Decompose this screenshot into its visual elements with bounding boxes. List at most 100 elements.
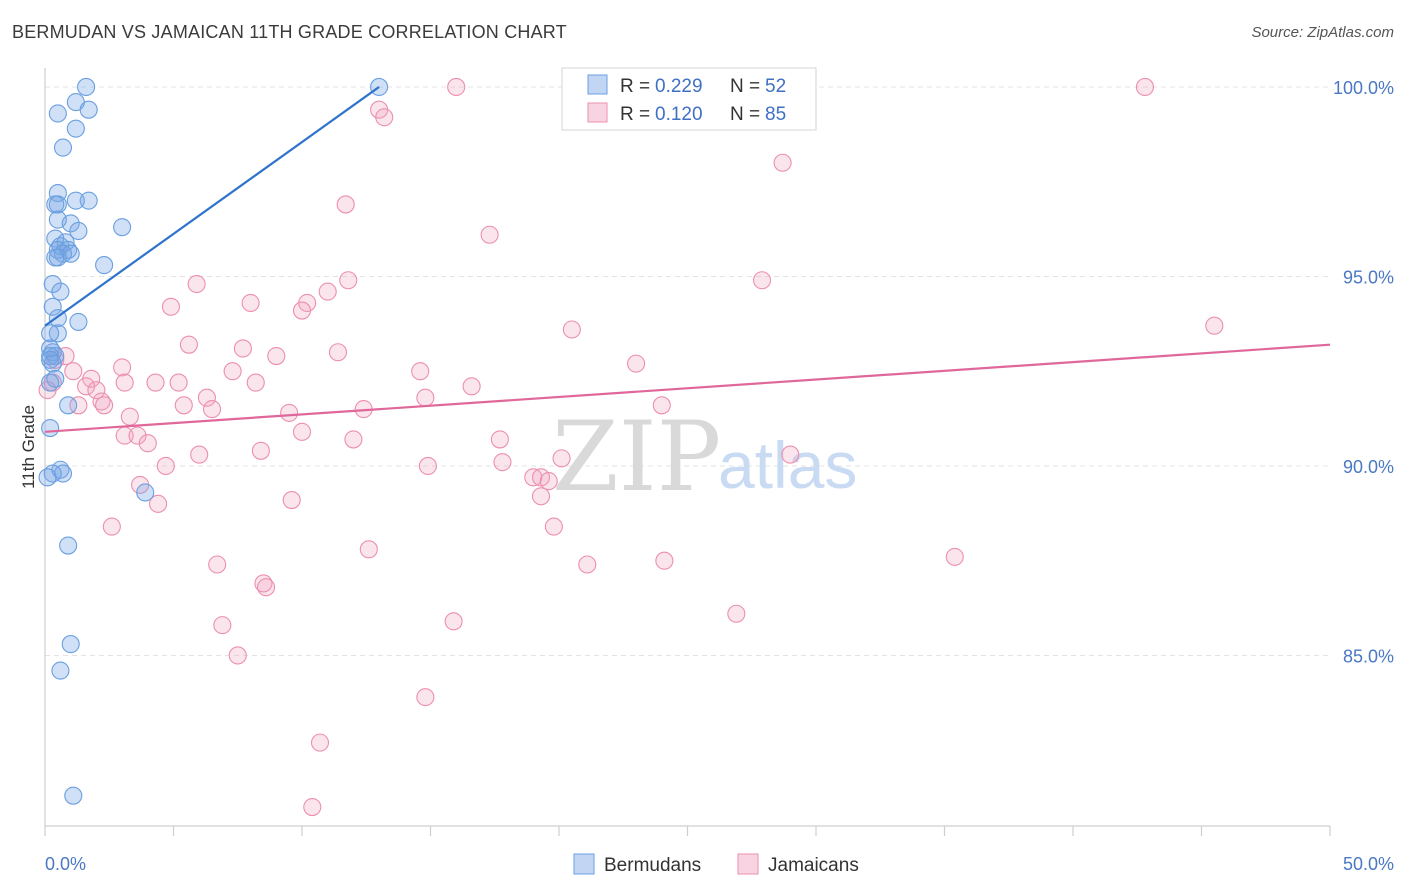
bermudans-point: [53, 138, 73, 157]
jamaicans-point: [773, 153, 792, 172]
stats-legend: R = 0.229 N = 52 R = 0.120 N = 85: [561, 67, 817, 131]
jamaicans-point: [490, 430, 509, 449]
bermudans-point: [48, 324, 67, 343]
jamaicans-point: [1135, 77, 1155, 96]
jamaicans-point: [462, 377, 481, 396]
jamaicans-point: [344, 430, 363, 449]
jamaicans-point: [115, 373, 134, 392]
jamaicans-point: [318, 282, 337, 301]
jamaicans-point: [292, 301, 312, 320]
bermudans-point: [79, 100, 98, 119]
jamaicans-point: [213, 616, 232, 635]
bermudans-point: [136, 483, 155, 502]
jamaicans-point: [69, 396, 88, 415]
legend-n-value-jamaicans: 85: [765, 104, 786, 125]
bottom-legend-label-jamaicans: Jamaicans: [768, 855, 859, 876]
bottom-legend-swatch-jamaicans: [737, 853, 759, 875]
bermudans-point: [69, 221, 88, 241]
jamaicans-point: [752, 271, 772, 290]
bermudans-point: [46, 195, 65, 214]
jamaicans-point: [102, 517, 121, 536]
jamaicans-point: [375, 108, 394, 127]
jamaicans-point: [208, 555, 227, 574]
x-tick-label-min: 0.0%: [45, 854, 86, 874]
jamaicans-point: [292, 422, 312, 441]
jamaicans-point: [267, 346, 286, 366]
bermudans-point: [59, 536, 78, 555]
bermudans-point: [66, 119, 85, 138]
jamaicans-point: [444, 612, 463, 631]
jamaicans-point: [359, 540, 378, 559]
jamaicans-point: [652, 396, 671, 415]
jamaicans-point: [627, 354, 646, 373]
jamaicans-point: [246, 373, 265, 392]
jamaicans-point: [655, 551, 674, 570]
series-legend: Bermudans Jamaicans: [573, 853, 859, 876]
jamaicans-point: [179, 335, 198, 354]
jamaicans-point: [531, 487, 551, 506]
y-axis-tick-labels: 85.0% 90.0% 95.0% 100.0%: [1333, 78, 1394, 667]
jamaicans-point: [280, 403, 299, 422]
legend-swatch-jamaicans: [587, 102, 608, 123]
jamaicans-point: [87, 381, 106, 400]
bermudans-point: [61, 635, 80, 654]
bermudans-point: [79, 191, 98, 210]
bermudans-point: [95, 256, 114, 275]
bermudans-points: [38, 77, 389, 805]
jamaicans-point: [416, 388, 435, 407]
watermark-atlas: atlas: [718, 428, 857, 502]
bermudans-point: [46, 248, 65, 267]
jamaicans-point: [156, 456, 175, 476]
bermudans-point: [41, 418, 60, 438]
jamaicans-point: [256, 578, 276, 597]
jamaicans-point: [562, 320, 581, 339]
watermark: ZIP atlas: [552, 401, 857, 513]
jamaicans-point: [447, 77, 466, 96]
jamaicans-point: [64, 362, 83, 381]
jamaicans-point: [480, 225, 499, 244]
legend-r-label-bermudans: R =: [620, 76, 650, 97]
jamaicans-point: [128, 426, 147, 445]
y-tick-label: 100.0%: [1333, 78, 1394, 98]
jamaicans-point: [303, 797, 322, 817]
bermudans-point: [77, 77, 96, 96]
stats-legend-box: [561, 67, 817, 131]
y-tick-label: 85.0%: [1343, 646, 1394, 666]
jamaicans-point: [120, 407, 139, 426]
jamaicans-point: [418, 456, 437, 476]
watermark-zip: ZIP: [552, 401, 721, 513]
bermudans-trend-line: [44, 86, 380, 327]
bermudans-point: [48, 104, 67, 123]
jamaicans-point: [339, 271, 358, 290]
y-tick-label: 95.0%: [1343, 267, 1394, 287]
jamaicans-point: [197, 388, 216, 407]
bermudans-point: [69, 312, 88, 331]
legend-r-value-bermudans: 0.229: [655, 76, 703, 97]
jamaicans-point: [233, 339, 252, 358]
bermudans-point: [38, 468, 57, 487]
bermudans-point: [51, 661, 70, 680]
jamaicans-point: [251, 441, 270, 460]
jamaicans-point: [493, 453, 512, 472]
bermudans-point: [61, 214, 80, 233]
jamaicans-point: [539, 472, 558, 491]
legend-swatch-bermudans: [587, 74, 608, 95]
jamaicans-point: [544, 517, 563, 536]
jamaicans-point: [149, 494, 168, 513]
jamaicans-point: [138, 434, 157, 453]
bermudans-point: [41, 324, 60, 343]
bermudans-point: [59, 396, 78, 415]
bermudans-point: [43, 274, 62, 294]
jamaicans-point: [169, 373, 188, 392]
jamaicans-point: [203, 400, 222, 419]
jamaicans-trend-line: [44, 343, 1331, 433]
bermudans-point: [41, 373, 60, 392]
source-credit: Source: ZipAtlas.com: [1251, 24, 1394, 41]
jamaicans-point: [187, 274, 206, 294]
bermudans-point: [53, 464, 73, 483]
jamaicans-point: [781, 445, 800, 464]
bermudans-point: [113, 218, 132, 237]
jamaicans-point: [524, 468, 543, 487]
jamaicans-point: [174, 396, 193, 415]
bermudans-point: [51, 282, 70, 301]
